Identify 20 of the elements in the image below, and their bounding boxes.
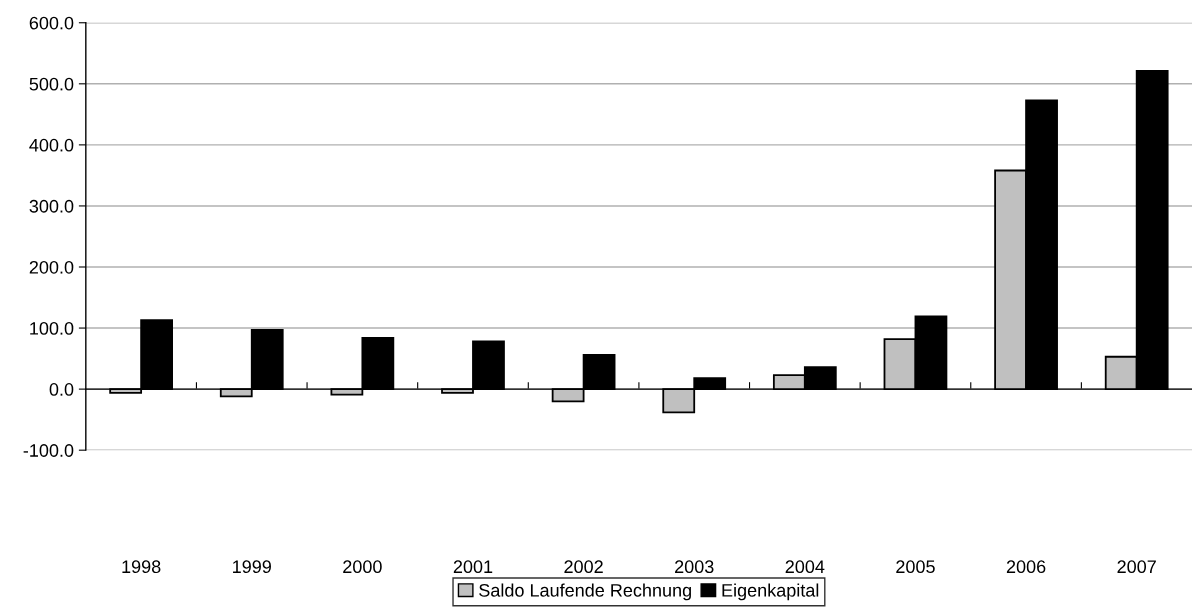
x-tick-label: 2004 [785,560,825,574]
x-tick-label: 2001 [453,560,493,574]
x-tick-label: 2005 [896,560,935,574]
y-tick-label: -100.0 [23,444,74,457]
x-tick-label: 1998 [122,560,161,574]
x-tick-label: 1999 [233,560,271,574]
x-tick-label: 2000 [343,560,382,574]
y-tick-label: 400.0 [29,138,74,152]
y-tick-label: 600.0 [29,16,74,30]
y-tick-label: 300.0 [29,199,74,213]
legend-label: Eigenkapital [722,583,819,601]
legend-label: Saldo Laufende Rechnung [479,583,691,601]
x-tick-label: 2007 [1117,560,1156,574]
y-tick-label: 500.0 [29,77,74,91]
y-tick-label: 0.0 [49,383,74,396]
x-tick-label: 2003 [675,560,714,574]
y-tick-label: 200.0 [29,260,74,274]
x-tick-label: 2002 [564,560,603,574]
y-tick-label: 100.0 [30,321,74,335]
x-tick-label: 2006 [1006,560,1046,574]
